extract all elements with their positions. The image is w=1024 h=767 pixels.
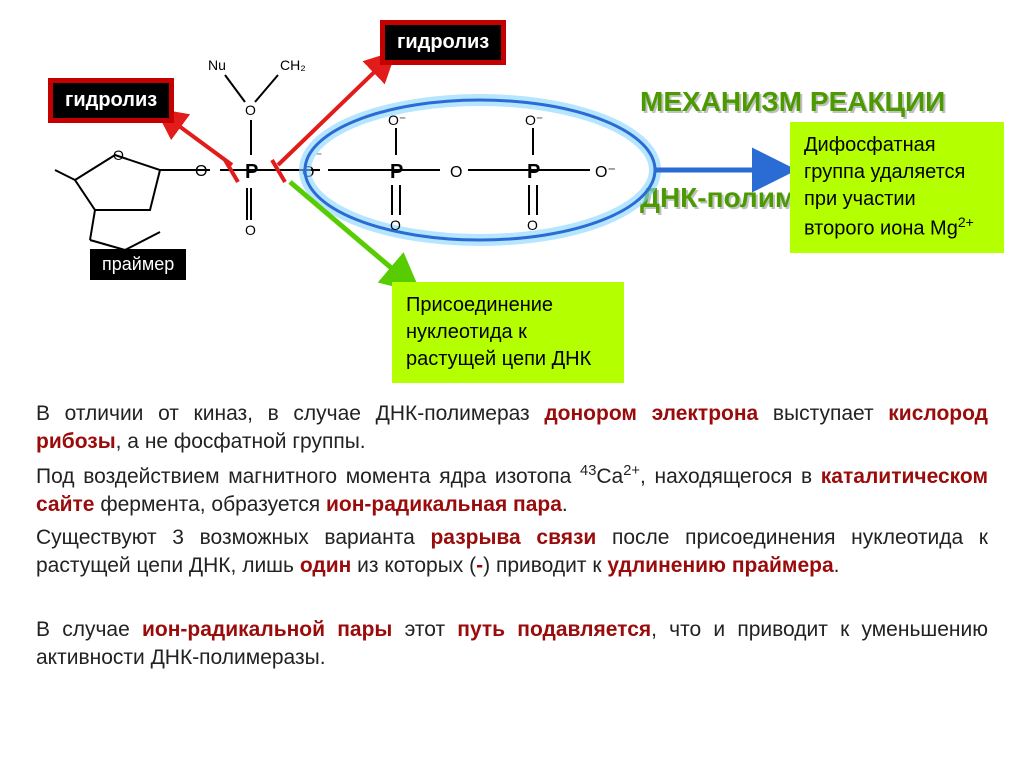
hydrolysis-label-1: гидролиз	[48, 78, 174, 123]
primer-label: праймер	[90, 249, 186, 280]
svg-text:O⁻: O⁻	[595, 164, 616, 181]
svg-text:O: O	[113, 147, 124, 163]
diphosphate-label-text: Дифосфатная группа удаляется при участии…	[804, 134, 965, 240]
paragraph-4: В случае ион-радикальной пары этот путь …	[36, 616, 988, 673]
hydrolysis-label-2: гидролиз	[380, 20, 506, 65]
sugar-ring-icon: O	[55, 147, 160, 250]
svg-text:P: P	[245, 161, 258, 183]
attach-label: Присоединение нуклеотида к растущей цепи…	[392, 282, 624, 383]
paragraph-3: Существуют 3 возможных варианта разрыва …	[36, 524, 988, 581]
hydrolysis-label-2-text: гидролиз	[397, 31, 489, 53]
primer-label-text: праймер	[102, 254, 174, 274]
svg-text:O⁻: O⁻	[525, 112, 543, 128]
svg-text:O⁻: O⁻	[388, 112, 406, 128]
svg-text:O: O	[450, 164, 462, 181]
phosphate-3: P O⁻ O O⁻	[468, 112, 616, 233]
svg-text:O: O	[527, 217, 538, 233]
svg-text:O: O	[245, 222, 256, 238]
svg-text:O: O	[195, 163, 207, 180]
svg-text:O: O	[245, 102, 256, 118]
phosphate-1: P O O CH₂ Nu	[208, 57, 306, 238]
paragraph-1: В отличии от киназ, в случае ДНК-полимер…	[36, 400, 988, 457]
svg-text:CH₂: CH₂	[280, 57, 306, 73]
svg-text:Nu: Nu	[208, 57, 226, 73]
diphosphate-label: Дифосфатная группа удаляется при участии…	[790, 122, 1004, 253]
paragraph-2: Под воздействием магнитного момента ядра…	[36, 462, 988, 520]
hydrolysis-label-1-text: гидролиз	[65, 89, 157, 111]
svg-text:P: P	[390, 161, 403, 183]
attach-label-text: Присоединение нуклеотида к растущей цепи…	[406, 294, 591, 370]
diphosphate-sup: 2+	[958, 214, 974, 230]
svg-text:P: P	[527, 161, 540, 183]
svg-text:O: O	[390, 217, 401, 233]
